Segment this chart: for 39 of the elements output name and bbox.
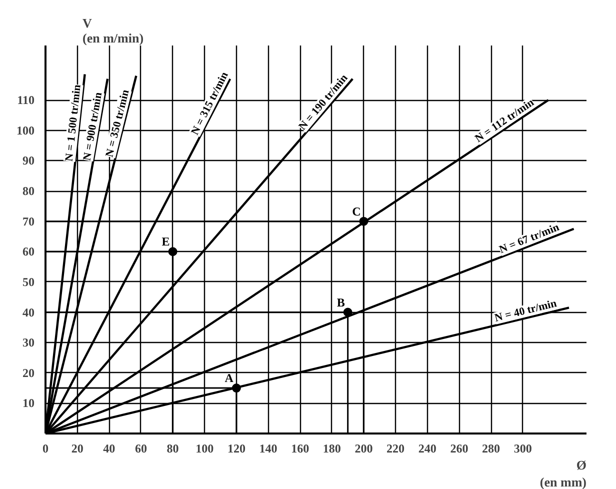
x-tick-label: 200 — [354, 442, 373, 456]
x-tick-label: 240 — [418, 442, 436, 456]
y-tick-label: 10 — [22, 396, 34, 410]
y-tick-label: 110 — [17, 93, 35, 108]
text: N = 315 tr/min — [189, 70, 231, 137]
x-tick-label: 180 — [322, 442, 341, 456]
x-tick-label: 220 — [386, 442, 405, 456]
x-tick-label: 140 — [259, 442, 278, 456]
x-tick-label: 100 — [196, 442, 214, 456]
y-tick-label: 20 — [22, 366, 34, 380]
text: N = 900 tr/min — [81, 92, 105, 162]
x-tick-label: 300 — [514, 442, 532, 456]
y-tick-label: 50 — [22, 274, 34, 289]
annotation: A — [224, 371, 234, 386]
y-tick-label: 90 — [22, 154, 34, 168]
text: N = 40 tr/min — [493, 298, 558, 324]
x-tick-label: 160 — [291, 442, 310, 456]
y-tick-label: 100 — [16, 123, 34, 138]
y-tick-label: 80 — [22, 184, 34, 198]
x-tick-label: 60 — [134, 442, 147, 456]
x-tick-label: 260 — [450, 442, 468, 456]
y-axis-title: V (en m/min) — [82, 16, 144, 46]
y-tick-label: 70 — [22, 214, 34, 228]
x-tick-label: 120 — [227, 442, 246, 456]
x-tick-label: 80 — [166, 442, 179, 456]
x-tick-label: 280 — [482, 442, 500, 456]
annotation: B — [336, 295, 345, 310]
x-tick-label: 0 — [42, 442, 48, 456]
x-tick-label: 20 — [71, 442, 84, 456]
y-tick-label: 30 — [22, 336, 34, 350]
text: N = 350 tr/min — [104, 88, 132, 158]
annotation: C — [352, 204, 361, 218]
x-axis-title: Ø (en mm) — [540, 458, 587, 489]
text: N = 67 tr/min — [498, 221, 561, 256]
text: N = 1 500 tr/min — [63, 84, 84, 162]
x-tick-label: 40 — [103, 442, 116, 456]
annotation: E — [162, 234, 170, 249]
y-tick-label: 40 — [22, 305, 34, 320]
y-tick-label: 60 — [22, 244, 34, 259]
